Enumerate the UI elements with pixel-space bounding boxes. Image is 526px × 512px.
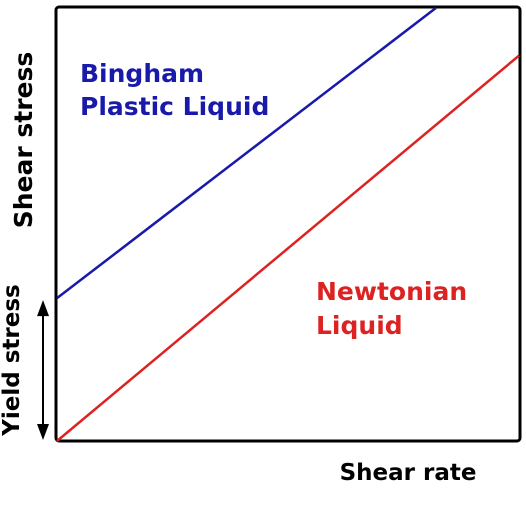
series-label-newtonian: Newtonian Liquid bbox=[316, 277, 476, 340]
series-label-bingham: Bingham Plastic Liquid bbox=[80, 59, 269, 121]
series-line-newtonian bbox=[56, 54, 520, 442]
plot-frame bbox=[54, 5, 522, 443]
yield-stress-arrow bbox=[37, 300, 49, 440]
series-line-bingham bbox=[56, 7, 437, 300]
x-axis-label: Shear rate bbox=[340, 460, 477, 486]
yield-stress-label: Yield stress bbox=[0, 284, 25, 437]
y-axis-label: Shear stress bbox=[9, 52, 38, 229]
